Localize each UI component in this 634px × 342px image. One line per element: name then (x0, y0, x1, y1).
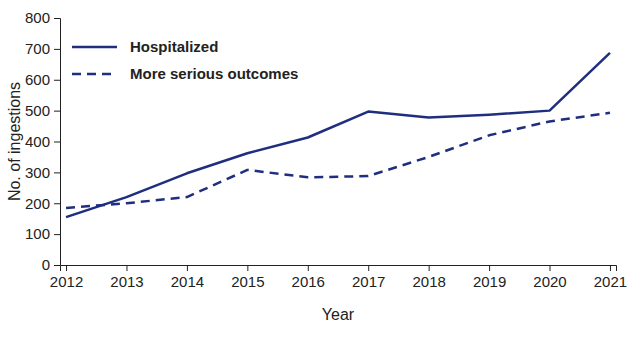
y-tick-label: 700 (25, 40, 50, 57)
legend: Hospitalized More serious outcomes (72, 38, 298, 82)
x-tick-mark (187, 265, 188, 271)
x-tick-label: 2014 (171, 273, 204, 290)
series-line (66, 53, 610, 217)
x-tick-mark (126, 265, 127, 271)
x-tick-mark (610, 265, 611, 271)
y-tick-mark (54, 18, 60, 19)
y-tick-mark (54, 203, 60, 204)
y-tick-mark (54, 49, 60, 50)
x-tick-label: 2012 (50, 273, 83, 290)
x-axis: 2012 2013 2014 2015 2016 2017 2018 2019 2020 2021 (50, 265, 627, 290)
y-tick: 300 (25, 164, 60, 181)
y-tick: 500 (25, 102, 60, 119)
plot: 2012 2013 2014 2015 2016 2017 2018 2019 2020 2021… (25, 9, 627, 289)
y-tick: 200 (25, 195, 60, 212)
y-tick-label: 800 (25, 9, 50, 26)
x-tick-label: 2017 (352, 273, 385, 290)
y-tick: 100 (25, 225, 60, 242)
y-tick-mark (54, 80, 60, 81)
y-tick: 0 (42, 256, 60, 273)
y-tick: 600 (25, 71, 60, 88)
y-tick-label: 400 (25, 133, 50, 150)
x-tick: 2014 (171, 265, 204, 290)
x-tick-mark (66, 265, 67, 271)
y-tick-label: 500 (25, 102, 50, 119)
y-tick-label: 600 (25, 71, 50, 88)
y-axis: 0 100 200 300 400 500 600 700 800 (25, 9, 61, 273)
x-tick-mark (550, 265, 551, 271)
y-axis-title: No. of ingestions (6, 82, 23, 201)
x-tick-mark (308, 265, 309, 271)
x-tick-label: 2013 (110, 273, 143, 290)
x-tick: 2020 (533, 265, 566, 290)
y-tick-label: 0 (42, 256, 50, 273)
legend-item: More serious outcomes (72, 65, 298, 82)
y-tick-mark (54, 234, 60, 235)
y-tick-mark (54, 111, 60, 112)
y-tick-label: 100 (25, 225, 50, 242)
x-tick: 2021 (594, 265, 627, 290)
x-tick: 2019 (473, 265, 506, 290)
legend-swatch (72, 73, 117, 76)
x-tick-mark (429, 265, 430, 271)
y-tick-label: 200 (25, 195, 50, 212)
x-tick: 2013 (110, 265, 143, 290)
y-tick-mark (54, 172, 60, 173)
x-tick-label: 2015 (231, 273, 264, 290)
y-tick: 800 (25, 9, 60, 26)
x-tick-label: 2020 (533, 273, 566, 290)
y-tick: 400 (25, 133, 60, 150)
x-tick-label: 2018 (412, 273, 445, 290)
axis-line (61, 266, 617, 272)
series-line (66, 113, 610, 208)
lines (66, 53, 610, 217)
legend-label: Hospitalized (130, 38, 218, 55)
x-tick-mark (247, 265, 248, 271)
legend-item: Hospitalized (72, 38, 218, 55)
x-tick-mark (368, 265, 369, 271)
x-tick: 2017 (352, 265, 385, 290)
y-tick-mark (54, 265, 60, 266)
x-tick-label: 2019 (473, 273, 506, 290)
x-tick-label: 2016 (292, 273, 325, 290)
x-tick-mark (489, 265, 490, 271)
x-tick: 2016 (292, 265, 325, 290)
legend-swatch (72, 46, 117, 49)
x-axis-title: Year (322, 306, 355, 323)
x-tick: 2015 (231, 265, 264, 290)
y-tick: 700 (25, 40, 60, 57)
x-tick: 2012 (50, 265, 83, 290)
x-tick-label: 2021 (594, 273, 627, 290)
y-tick-label: 300 (25, 164, 50, 181)
legend-label: More serious outcomes (130, 65, 298, 82)
x-tick: 2018 (412, 265, 445, 290)
axis-line (54, 19, 61, 266)
y-tick-mark (54, 142, 60, 143)
chart: 2012 2013 2014 2015 2016 2017 2018 2019 2020 2021… (0, 0, 634, 342)
